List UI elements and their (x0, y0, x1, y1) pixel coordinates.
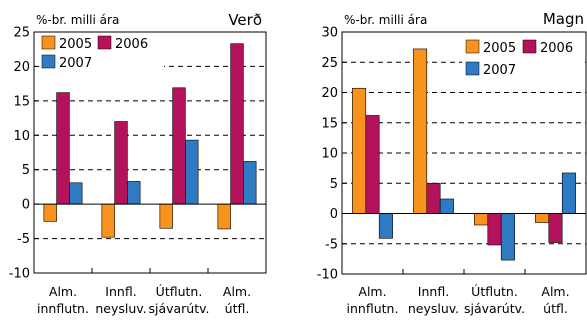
category-label-line1: Innfl. (418, 284, 449, 299)
category-label-line2: sjávarútv. (464, 301, 525, 316)
y-tick-label: 20 (13, 60, 30, 75)
bar-2007-2 (439, 198, 454, 214)
chart-panel-1: -10 -5 0 5 10 15 20 25 Alm. innflutn. Innfl. neyslu… (9, 11, 267, 316)
bar-2005-1 (352, 87, 367, 214)
panel-title: Magn (543, 10, 584, 28)
category-label-line1: Alm. (358, 284, 386, 299)
y-axis-unit-label: %-br. milli ára (36, 13, 119, 27)
y-tick-label: 5 (330, 177, 338, 192)
y-tick-label: 10 (321, 147, 338, 162)
legend-label-2007: 2007 (59, 56, 92, 71)
category-label-line1: Alm. (541, 284, 569, 299)
bar-2007-3 (185, 139, 199, 205)
bar-2006-2 (114, 121, 128, 205)
category-label-line2: útfl. (543, 301, 568, 316)
y-tick-label: -5 (325, 237, 338, 252)
category-label-line2: sjávarútv. (148, 301, 209, 316)
bar-2005-2 (101, 203, 115, 238)
bar-2006-1 (365, 115, 380, 214)
y-tick-label: -10 (317, 268, 338, 283)
bar-2006-4 (230, 43, 244, 205)
bar-2005-3 (159, 203, 173, 229)
legend-swatch-2006 (522, 39, 537, 54)
category-label-line2: neysluv. (408, 301, 459, 316)
legend-swatch-2007 (41, 54, 56, 69)
y-tick-label: 0 (22, 198, 30, 213)
legend-swatch-2005 (465, 39, 480, 54)
bar-2006-3 (487, 213, 502, 246)
bar-2006-1 (56, 92, 70, 205)
category-label-line1: Alm. (223, 284, 251, 299)
y-tick-label: 5 (22, 163, 30, 178)
panel-title: Verð (228, 11, 262, 29)
bar-2006-4 (548, 213, 563, 243)
chart-panel-2: -10 -5 0 5 10 15 20 25 30 Alm. innflutn. Innfl. neys… (317, 10, 587, 316)
legend-label-2006: 2006 (540, 41, 573, 56)
legend-label-2006: 2006 (115, 37, 148, 52)
bar-2007-1 (378, 213, 393, 239)
category-label-line2: innflutn. (347, 301, 399, 316)
legend-swatch-2006 (97, 35, 112, 50)
bar-2007-4 (243, 161, 257, 205)
y-axis-unit-label: %-br. milli ára (344, 13, 427, 27)
category-label-line2: innflutn. (37, 301, 89, 316)
legend-label-2005: 2005 (59, 37, 92, 52)
category-label-line1: Innfl. (105, 284, 136, 299)
bar-2007-1 (69, 182, 83, 205)
y-tick-label: 30 (321, 26, 338, 41)
y-tick-label: 20 (321, 86, 338, 101)
category-label-line2: neysluv. (95, 301, 146, 316)
y-tick-label: 25 (321, 56, 338, 71)
bar-2007-3 (500, 213, 515, 261)
y-tick-label: -5 (17, 232, 30, 247)
bar-2007-2 (127, 181, 141, 205)
category-label-line2: útfl. (225, 301, 250, 316)
bar-2005-4 (535, 213, 550, 223)
y-tick-label: 15 (13, 94, 30, 109)
bar-2005-2 (413, 48, 428, 214)
bar-2007-4 (561, 172, 576, 214)
bar-2005-4 (217, 203, 231, 230)
y-tick-label: 15 (321, 116, 338, 131)
bar-2006-2 (426, 182, 441, 214)
category-label-line1: Alm. (49, 284, 77, 299)
bar-2005-3 (474, 213, 489, 226)
legend-label-2007: 2007 (483, 63, 516, 78)
bar-2006-3 (172, 87, 186, 205)
category-label-line1: Útflutn. (156, 284, 203, 299)
legend-swatch-2005 (41, 35, 56, 50)
y-tick-label: -10 (9, 267, 30, 282)
category-label-line1: Útflutn. (471, 284, 518, 299)
legend-swatch-2007 (465, 61, 480, 76)
legend-label-2005: 2005 (483, 41, 516, 56)
y-tick-label: 25 (13, 26, 30, 41)
y-tick-label: 10 (13, 129, 30, 144)
bar-2005-1 (43, 203, 57, 222)
y-tick-label: 0 (330, 207, 338, 222)
